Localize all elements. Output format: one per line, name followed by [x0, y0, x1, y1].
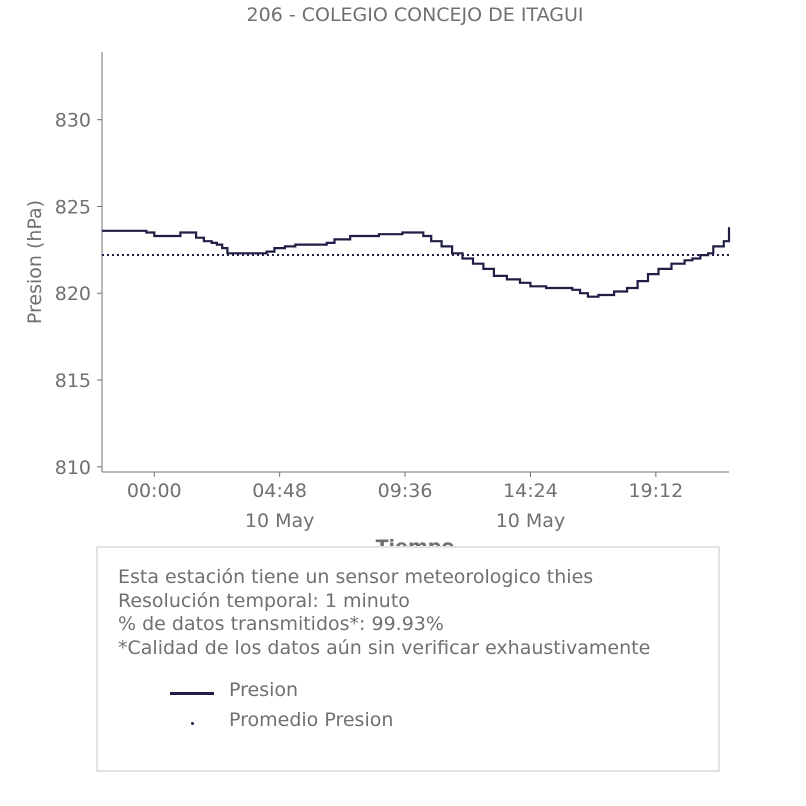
info-sensor: Esta estación tiene un sensor meteorolog… — [118, 566, 594, 588]
info-text: Esta estación tiene un sensor meteorolog… — [118, 566, 650, 660]
x-tick-label: 04:48 — [252, 480, 307, 502]
chart-title: 206 - COLEGIO CONCEJO DE ITAGUI — [247, 4, 584, 26]
legend-swatch-dot — [191, 722, 194, 725]
x-tick-label: 19:12 — [628, 480, 683, 502]
legend-label-presion: Presion — [229, 679, 299, 701]
x-tick-date-label: 10 May — [496, 510, 566, 532]
info-box: Esta estación tiene un sensor meteorolog… — [96, 546, 720, 772]
y-tick-label: 810 — [55, 457, 91, 479]
x-tick-label: 14:24 — [503, 480, 558, 502]
y-tick-label: 825 — [55, 196, 91, 218]
y-axis-label: Presion (hPa) — [24, 200, 46, 324]
x-tick-date-label: 10 May — [245, 510, 315, 532]
x-tick-label: 00:00 — [127, 480, 182, 502]
y-tick-label: 830 — [55, 110, 91, 132]
legend-label-promedio: Promedio Presion — [229, 709, 394, 731]
info-quality-note: *Calidad de los datos aún sin verificar … — [118, 636, 651, 659]
pressure-line — [102, 227, 731, 298]
info-transmitted: % de datos transmitidos*: 99.93% — [118, 613, 444, 635]
info-resolution: Resolución temporal: 1 minuto — [118, 589, 410, 612]
x-tick-label: 09:36 — [378, 480, 433, 502]
legend-swatch-solid-line — [170, 692, 214, 695]
y-tick-label: 820 — [55, 283, 91, 305]
axes: 810 815 820 825 830 00:00 04:48 10 May 09:36 14:2… — [55, 52, 729, 532]
y-tick-label: 815 — [55, 370, 91, 392]
series-layer — [102, 227, 731, 298]
